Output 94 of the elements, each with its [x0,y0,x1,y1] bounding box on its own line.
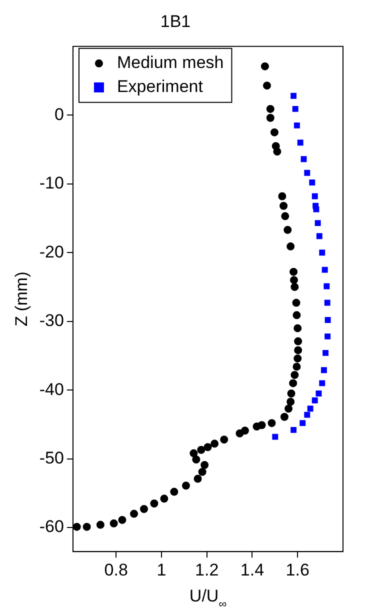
point [289,379,298,388]
point [324,300,330,306]
point [280,412,288,421]
point [286,398,295,406]
y-axis-title: Z (mm) [12,272,31,326]
point [278,192,286,200]
point [198,468,206,476]
x-tick-label: 1.2 [195,560,219,580]
point [294,346,302,354]
point [316,390,322,396]
x-axis-title: U/U∞ [189,586,227,611]
y-tick-label: -20 [39,242,64,262]
point [292,298,300,307]
point [252,422,261,431]
point [309,180,316,186]
point [290,426,297,433]
y-tick-label: -10 [39,174,64,193]
point [314,220,321,226]
point [281,212,290,220]
x-tick-label: 0.8 [104,560,128,580]
point [290,282,299,291]
x-tick-label: 1.6 [286,560,310,580]
point [324,283,330,290]
point [300,420,306,426]
point [287,390,296,398]
point [220,436,228,444]
y-tick-label: -40 [39,380,64,399]
point [320,367,327,374]
point [192,455,200,464]
point [272,434,278,440]
point [319,380,326,386]
point [290,92,297,99]
x-tick-label: 1 [156,560,166,580]
point [304,170,310,176]
point [280,202,288,210]
legend-label: Experiment [116,77,204,96]
y-tick-label: -50 [39,448,64,468]
point [290,268,298,276]
point [297,140,304,146]
point [197,446,206,454]
point [236,429,244,438]
point [118,516,126,524]
point [266,104,274,113]
point [72,522,81,531]
point [312,397,318,404]
point [304,412,310,418]
point [322,350,329,356]
point [266,114,274,122]
point [324,333,331,340]
x-tick-label: 1.4 [240,560,264,580]
point [316,233,322,240]
point [313,206,320,212]
point [294,324,302,332]
point [284,404,293,413]
point [319,250,326,256]
point [284,226,292,234]
point [268,419,276,428]
point [204,443,212,452]
point [82,522,91,531]
point [262,82,271,90]
point [286,242,295,250]
point [290,276,298,284]
point [294,354,302,362]
point [140,504,148,513]
point [292,362,301,371]
point [190,449,198,458]
point [150,499,158,508]
point [160,494,168,503]
point [200,460,209,469]
point [292,106,298,112]
point [294,337,302,346]
y-tick-label: 0 [54,104,64,124]
point [273,148,282,156]
point [324,316,331,323]
point [182,482,190,490]
point [96,520,104,529]
y-tick-label: -30 [39,311,64,330]
point [290,370,299,379]
point [322,266,328,273]
point [312,193,318,200]
point [194,474,202,483]
point [210,440,219,448]
point [260,62,269,70]
point [307,406,314,412]
point [270,128,278,136]
y-tick-label: -60 [39,517,64,536]
point [110,519,118,528]
point [294,122,300,128]
chart-title: 1B1 [160,12,191,31]
point [292,311,301,320]
legend-label: Medium mesh [116,53,224,72]
point [130,510,138,518]
point [170,488,178,496]
point [300,156,307,162]
